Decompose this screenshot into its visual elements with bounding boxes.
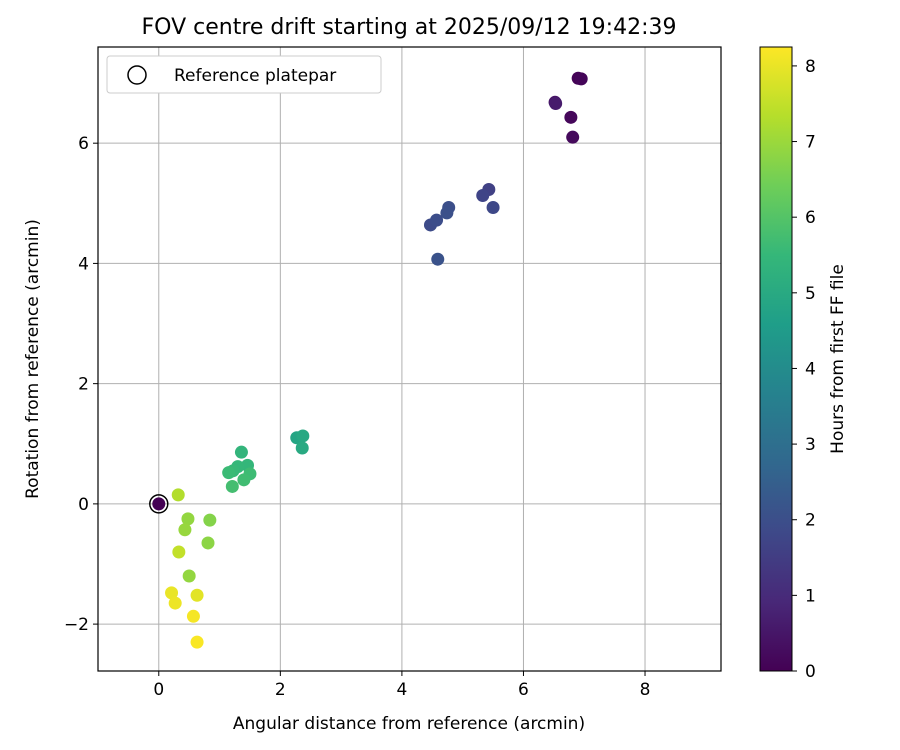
plot-area: 0 2 4 6 8 −2 0 2 4 6 xyxy=(64,46,722,700)
data-point xyxy=(430,213,444,227)
colorbar-tick-label: 4 xyxy=(805,359,816,379)
plot-frame xyxy=(97,46,722,672)
colorbar-tick-label: 1 xyxy=(805,586,816,606)
data-point xyxy=(574,72,588,86)
data-point xyxy=(171,488,185,502)
data-point xyxy=(165,586,179,600)
y-tick-label: 2 xyxy=(78,375,89,395)
reference-marker xyxy=(149,494,169,514)
y-tick-label: −2 xyxy=(64,615,89,635)
data-point xyxy=(203,513,217,527)
y-axis-label: Rotation from reference (arcmin) xyxy=(23,219,43,499)
x-axis-label: Angular distance from reference (arcmin) xyxy=(233,714,585,734)
data-point xyxy=(172,545,186,559)
data-point xyxy=(222,466,236,480)
colorbar-label: Hours from first FF file xyxy=(828,264,848,454)
colorbar-tick-label: 0 xyxy=(805,662,816,682)
data-point xyxy=(295,441,309,455)
data-point xyxy=(178,523,192,537)
data-point xyxy=(440,206,454,220)
x-tick-label: 0 xyxy=(153,680,164,700)
y-axis-ticks: −2 0 2 4 6 xyxy=(64,134,98,635)
x-tick-label: 6 xyxy=(518,680,529,700)
scatter-points xyxy=(149,71,588,649)
y-tick-label: 6 xyxy=(78,134,89,154)
colorbar-tick-label: 3 xyxy=(805,435,816,455)
colorbar-tick-label: 6 xyxy=(805,208,816,228)
data-point xyxy=(225,479,239,493)
data-point xyxy=(190,588,204,602)
colorbar-tick-label: 2 xyxy=(805,511,816,531)
colorbar-ticks: 0 1 2 3 4 5 6 7 8 xyxy=(792,57,816,682)
data-point xyxy=(182,569,196,583)
colorbar-tick-label: 7 xyxy=(805,133,816,153)
grid xyxy=(98,47,721,671)
data-point xyxy=(549,97,563,111)
data-point xyxy=(234,445,248,459)
data-point xyxy=(152,497,166,511)
legend-label: Reference platepar xyxy=(174,66,336,86)
chart-title: FOV centre drift starting at 2025/09/12 … xyxy=(142,15,677,40)
legend-marker xyxy=(127,65,147,85)
colorbar: 0 1 2 3 4 5 6 7 8 Hours from first FF file xyxy=(759,46,848,682)
x-tick-label: 2 xyxy=(275,680,286,700)
data-point xyxy=(168,596,182,610)
data-point xyxy=(186,609,200,623)
plot-background xyxy=(98,47,721,671)
data-point xyxy=(476,188,490,202)
data-point xyxy=(566,130,580,144)
data-point xyxy=(181,512,195,526)
data-point xyxy=(486,201,500,215)
data-point xyxy=(201,536,215,550)
data-point xyxy=(237,473,251,487)
colorbar-tick-label: 8 xyxy=(805,57,816,77)
x-tick-label: 8 xyxy=(640,680,651,700)
data-point xyxy=(296,429,310,443)
data-point xyxy=(431,252,445,266)
legend: Reference platepar xyxy=(106,55,382,94)
legend-box xyxy=(106,55,382,94)
data-point xyxy=(190,635,204,649)
y-tick-label: 0 xyxy=(78,495,89,515)
y-tick-label: 4 xyxy=(78,254,89,274)
colorbar-gradient xyxy=(759,46,793,672)
x-tick-label: 4 xyxy=(396,680,407,700)
x-axis-ticks: 0 2 4 6 8 xyxy=(153,671,650,700)
data-point xyxy=(564,110,578,124)
colorbar-tick-label: 5 xyxy=(805,284,816,304)
